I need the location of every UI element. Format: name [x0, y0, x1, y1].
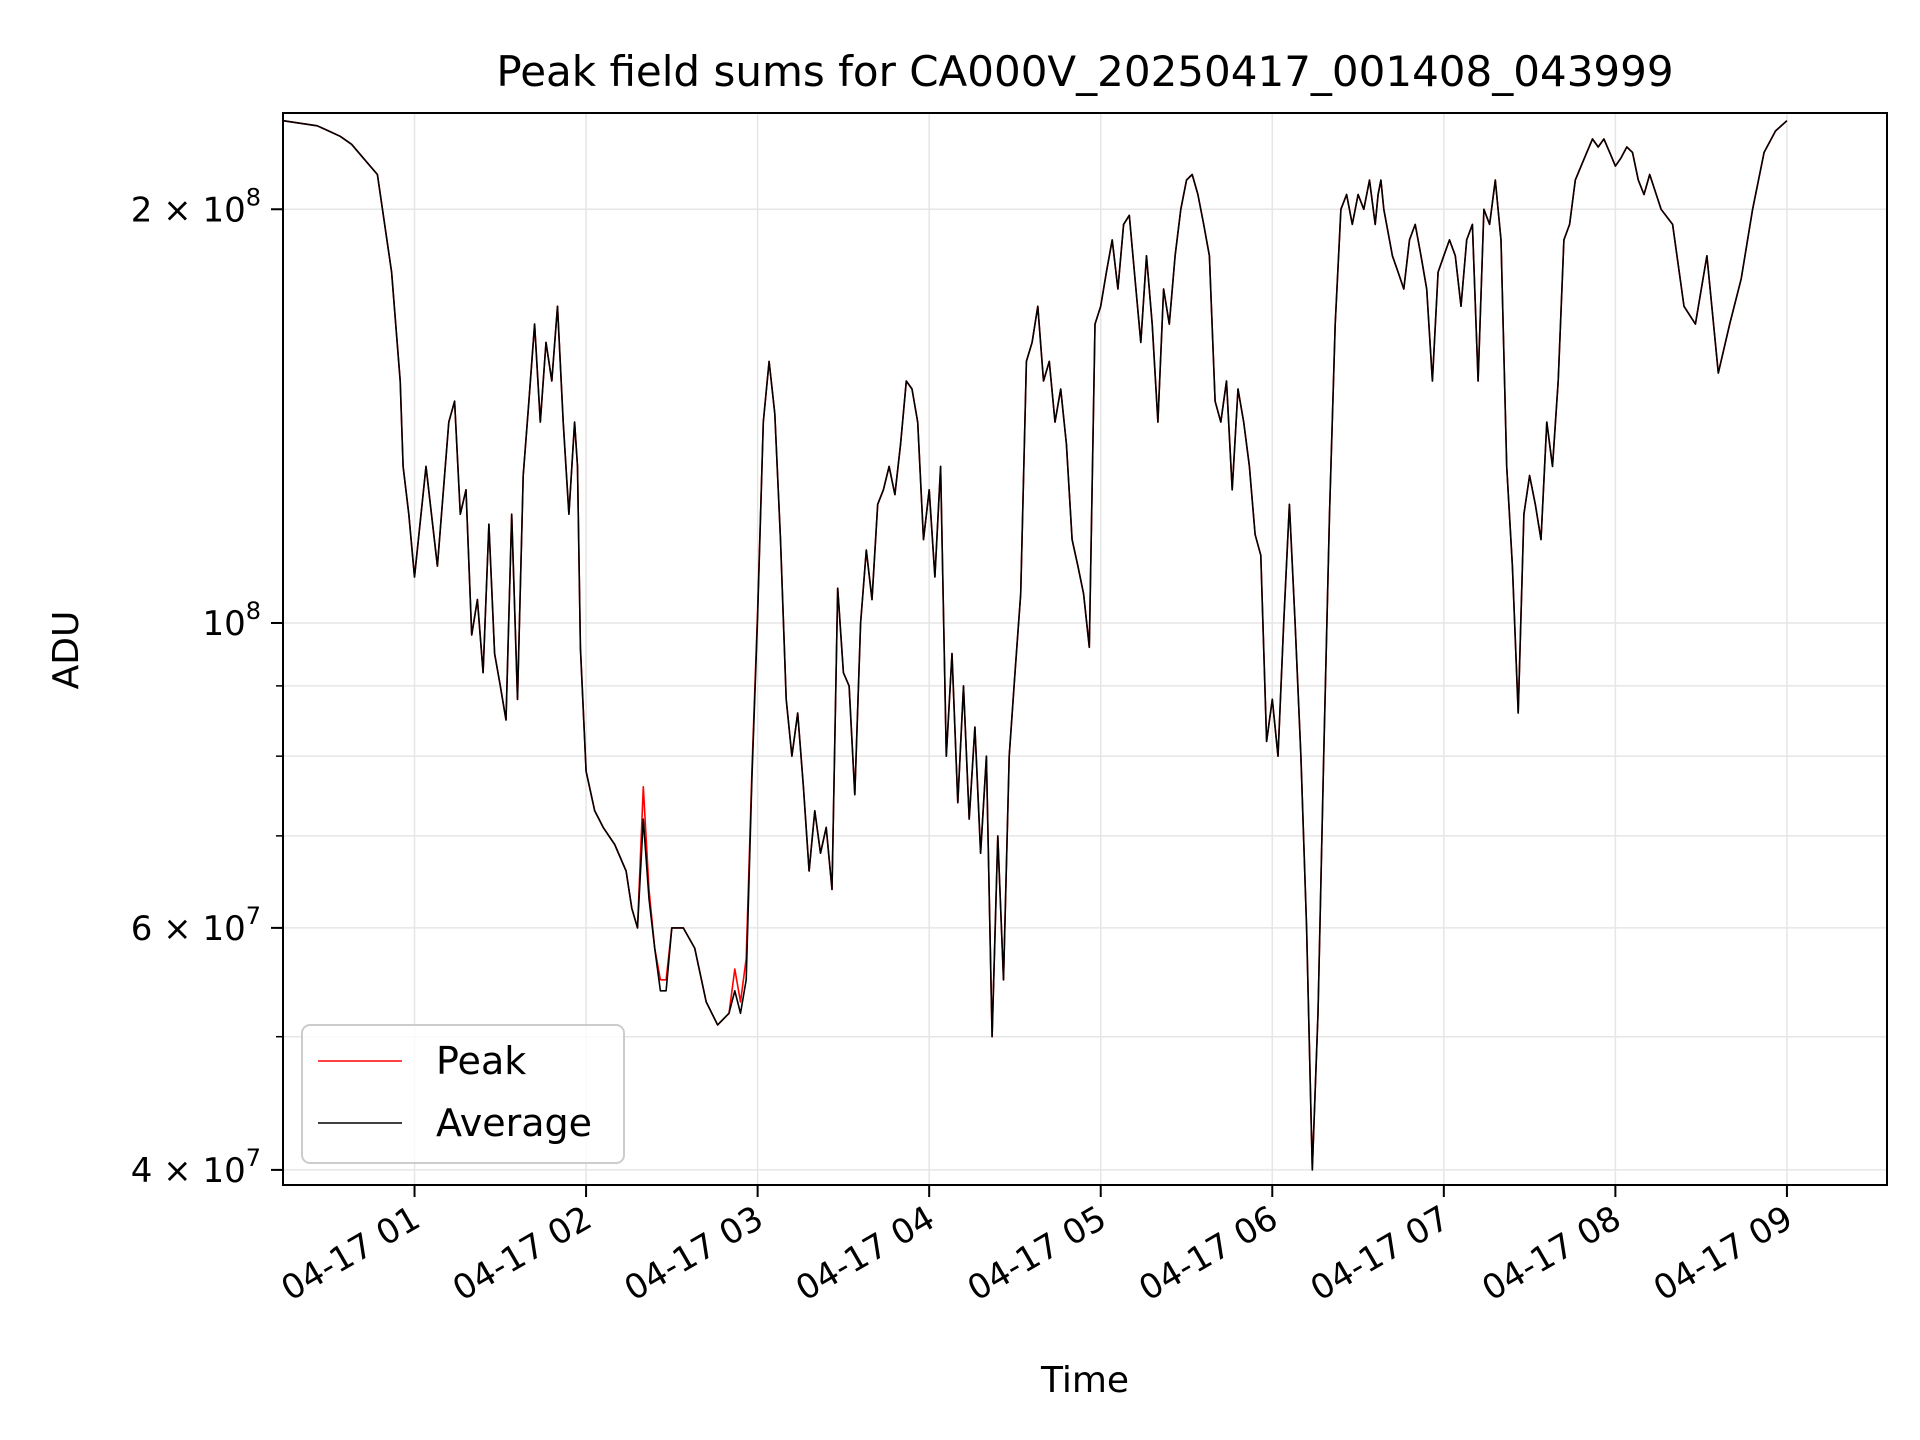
y-tick-base: 2 × 10 — [131, 190, 246, 230]
y-tick-label: 108 — [202, 597, 261, 644]
series-line-average — [282, 119, 1788, 1171]
chart-title: Peak field sums for CA000V_20250417_0014… — [496, 47, 1673, 96]
y-tick-label: 6 × 107 — [131, 902, 261, 949]
y-tick-base: 4 × 10 — [131, 1151, 246, 1191]
legend-label-average: Average — [436, 1101, 592, 1145]
legend: Peak Average — [301, 1024, 625, 1164]
y-tick-base: 10 — [202, 604, 245, 644]
plot-frame — [282, 112, 1888, 1186]
legend-label-peak: Peak — [436, 1039, 526, 1083]
x-axis-label: Time — [1040, 1360, 1129, 1401]
y-tick-base: 6 × 10 — [131, 909, 246, 949]
legend-box — [301, 1024, 625, 1164]
y-axis-label: ADU — [46, 611, 87, 690]
y-tick-exponent: 8 — [246, 597, 261, 625]
series-lines — [282, 119, 1788, 1171]
y-tick-label: 2 × 108 — [131, 183, 261, 230]
y-tick-exponent: 7 — [246, 1144, 261, 1172]
y-tick-exponent: 7 — [246, 902, 261, 930]
y-tick-label: 4 × 107 — [131, 1144, 261, 1191]
y-tick-exponent: 8 — [246, 183, 261, 211]
